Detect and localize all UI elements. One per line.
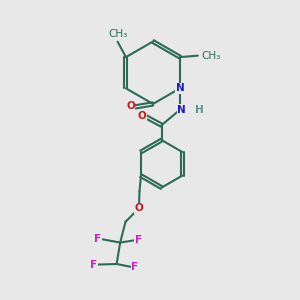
Text: CH₃: CH₃ [108, 29, 127, 39]
Text: O: O [126, 101, 135, 111]
Text: CH₃: CH₃ [201, 51, 220, 61]
Text: H: H [196, 105, 204, 115]
Text: O: O [138, 111, 146, 121]
Text: O: O [134, 203, 143, 213]
Text: F: F [90, 260, 97, 270]
Text: F: F [131, 262, 139, 272]
Text: F: F [94, 234, 101, 244]
Text: N: N [177, 105, 186, 115]
Text: F: F [135, 235, 142, 245]
Text: N: N [176, 83, 184, 93]
